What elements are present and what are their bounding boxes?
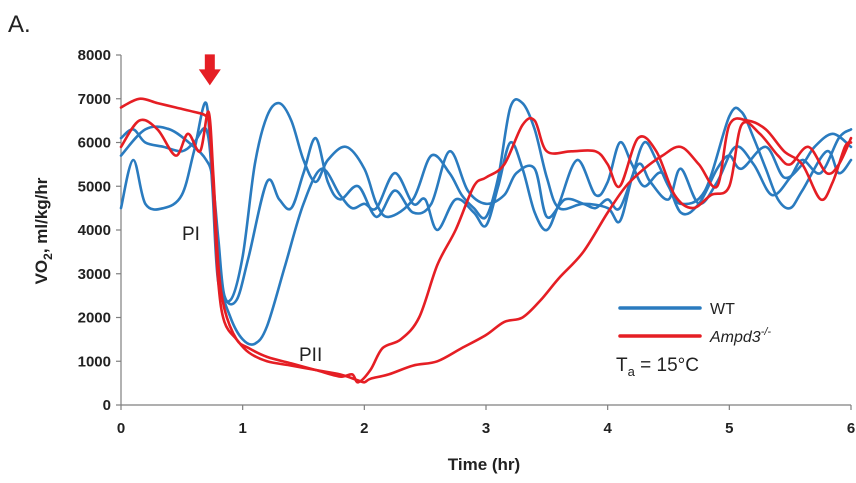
y-axis-title: VO2, ml/kg/hr <box>32 177 55 284</box>
y-axis-title-a: VO <box>32 260 51 285</box>
x-axis-title: Time (hr) <box>448 455 520 474</box>
y-tick-label: 3000 <box>78 266 111 283</box>
x-tick-label: 0 <box>117 420 125 437</box>
axes-group: 0 1000 2000 3000 4000 5000 6000 7000 8000 0 1 2 3 4 5 6 <box>78 47 856 437</box>
y-tick-label: 8000 <box>78 47 111 64</box>
legend-label-ampd3: Ampd3-/- <box>709 326 771 346</box>
y-axis-title-b: , ml/kg/hr <box>32 177 51 253</box>
y-axis-title-sub: 2 <box>41 253 55 260</box>
legend-label-ampd3-sup: -/- <box>761 326 772 338</box>
panel-letter: A. <box>8 11 31 38</box>
legend-label-wt: WT <box>710 301 735 318</box>
x-tick-label: 2 <box>360 420 368 437</box>
y-tick-label: 1000 <box>78 353 111 370</box>
y-tick-label: 2000 <box>78 310 111 327</box>
event-arrow-icon <box>198 54 221 86</box>
series-line-ampd3-5 <box>119 110 853 384</box>
x-tick-label: 1 <box>238 420 246 437</box>
series-line-wt-1 <box>119 98 853 304</box>
y-tick-label: 0 <box>103 397 111 414</box>
x-tick-label: 5 <box>725 420 733 437</box>
temperature-prefix: T <box>616 355 628 376</box>
legend: WT Ampd3-/- <box>618 301 771 346</box>
temperature-value: = 15°C <box>635 355 699 376</box>
y-tick-label: 7000 <box>78 91 111 108</box>
y-tick-label: 4000 <box>78 222 111 239</box>
phase-one-label: PI <box>182 224 200 245</box>
legend-label-ampd3-base: Ampd3 <box>709 329 761 346</box>
phase-two-label: PII <box>299 345 322 366</box>
y-tick-label: 5000 <box>78 178 111 195</box>
series-group <box>119 97 853 384</box>
event-arrow-group <box>198 54 221 86</box>
annotation-group: PI PII Ta = 15°C <box>182 224 699 379</box>
x-tick-label: 6 <box>847 420 855 437</box>
x-tick-label: 3 <box>482 420 490 437</box>
temperature-subscript: a <box>628 364 636 379</box>
x-tick-label: 4 <box>603 420 612 437</box>
y-tick-label: 6000 <box>78 135 111 152</box>
series-line-wt-2 <box>119 126 853 346</box>
temperature-label: Ta = 15°C <box>616 355 699 379</box>
